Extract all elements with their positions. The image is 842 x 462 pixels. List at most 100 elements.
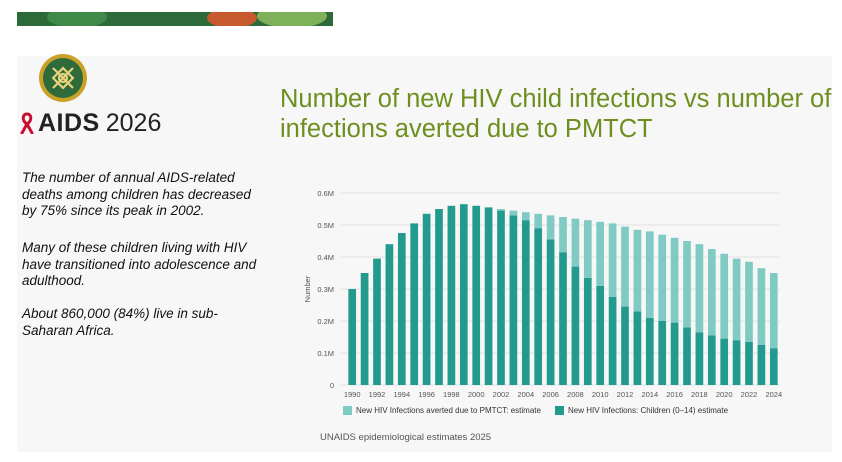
bar-infections (621, 306, 629, 385)
bar-infections (769, 348, 778, 385)
bar-infections (422, 213, 431, 385)
bar-averted (658, 234, 667, 321)
bar-infections (571, 266, 580, 385)
brand-text: AIDS (38, 108, 100, 137)
slide-title: Number of new HIV child infections vs nu… (280, 85, 832, 143)
bar-infections (410, 223, 419, 385)
bar-averted (509, 210, 518, 216)
bar-infections (583, 277, 592, 385)
brand-year: 2026 (105, 108, 162, 137)
bar-averted (596, 221, 605, 286)
source-note: UNAIDS epidemiological estimates 2025 (320, 432, 492, 443)
bar-averted (497, 209, 505, 211)
legend-item-infections: New HIV Infections: Children (0–14) esti… (554, 406, 729, 415)
bar-averted (621, 226, 629, 307)
paragraph-africa: About 860,000 (84%) live in sub-Saharan … (22, 306, 218, 338)
aids-2026-logo: AIDS 2026 (20, 108, 161, 138)
bar-infections (720, 338, 729, 385)
paragraph-transition: Many of these children living with HIV h… (22, 240, 257, 288)
bar-infections (385, 244, 394, 385)
bar-infections (373, 258, 381, 385)
bar-infections (472, 205, 481, 385)
bar-infections (683, 327, 691, 385)
bar-infections (497, 210, 505, 385)
bar-infections (397, 233, 406, 385)
bar-averted (683, 241, 691, 328)
bar-infections (670, 322, 679, 385)
x-tick-label: 2014 (641, 390, 658, 399)
x-tick-label: 2024 (765, 390, 782, 399)
x-tick-label: 1992 (369, 390, 386, 399)
x-tick-label: 2012 (617, 390, 634, 399)
legend-label-averted: New HIV Infections averted due to PMTCT:… (356, 406, 541, 415)
bar-infections (608, 297, 617, 385)
bar-infections (732, 340, 741, 385)
x-tick-label: 2008 (567, 390, 584, 399)
bar-infections (509, 215, 518, 385)
bar-infections (695, 332, 704, 385)
bar-averted (521, 212, 530, 221)
decorative-banner (17, 12, 333, 26)
y-tick-label: 0.6M (317, 189, 334, 198)
bar-averted (546, 215, 555, 240)
x-tick-label: 2000 (468, 390, 485, 399)
y-tick-label: 0 (330, 381, 334, 390)
paragraph-deaths: The number of annual AIDS-related deaths… (22, 170, 251, 218)
x-tick-label: 1990 (344, 390, 361, 399)
chart-legend: New HIV Infections averted due to PMTCT:… (343, 406, 742, 415)
legend-label-infections: New HIV Infections: Children (0–14) esti… (567, 406, 729, 415)
bar-averted (633, 229, 642, 312)
x-tick-label: 2002 (493, 390, 510, 399)
conference-emblem-icon (39, 54, 87, 102)
bar-infections (707, 335, 716, 385)
bar-averted (670, 237, 679, 323)
x-tick-label: 2006 (542, 390, 559, 399)
bar-infections (348, 289, 357, 385)
bar-infections (745, 341, 753, 385)
y-tick-label: 0.1M (317, 349, 334, 358)
bar-infections (360, 273, 369, 385)
bar-averted (534, 213, 543, 229)
bar-infections (459, 204, 468, 385)
bar-infections (757, 345, 766, 385)
bar-infections (484, 207, 493, 385)
y-axis-label: Number (303, 275, 312, 302)
bar-averted (745, 261, 753, 342)
legend-item-averted: New HIV Infections averted due to PMTCT:… (343, 406, 541, 415)
x-tick-label: 2004 (517, 390, 534, 399)
bar-averted (720, 253, 729, 339)
y-tick-label: 0.3M (317, 285, 334, 294)
x-tick-label: 1994 (393, 390, 410, 399)
red-ribbon-icon (20, 112, 34, 134)
y-tick-label: 0.2M (317, 317, 334, 326)
bar-averted (559, 217, 567, 253)
legend-swatch-averted (343, 406, 352, 415)
legend-swatch-infections (554, 406, 564, 415)
bar-averted (695, 244, 704, 333)
x-tick-label: 2020 (716, 390, 733, 399)
x-tick-label: 2010 (592, 390, 609, 399)
bar-infections (559, 252, 567, 385)
bar-averted (732, 258, 741, 341)
bar-chart: 0 0.1M 0.2M 0.3M 0.4M 0.5M 0.6M Number 1990 1992 1… (303, 189, 782, 399)
bar-infections (596, 285, 605, 385)
x-tick-label: 1996 (418, 390, 435, 399)
bar-infections (447, 205, 456, 385)
bar-averted (757, 268, 766, 345)
bar-infections (633, 311, 642, 385)
bar-infections (435, 209, 443, 385)
x-tick-label: 2018 (691, 390, 708, 399)
bar-averted (583, 220, 592, 278)
bar-averted (769, 273, 778, 349)
y-tick-label: 0.5M (317, 221, 334, 230)
bar-infections (534, 228, 543, 385)
x-tick-label: 2022 (741, 390, 758, 399)
bar-averted (645, 231, 654, 318)
y-tick-label: 0.4M (317, 253, 334, 262)
bar-infections (658, 321, 667, 385)
bar-infections (645, 317, 654, 385)
bar-averted (707, 249, 716, 336)
bar-averted (571, 218, 580, 267)
bar-averted (608, 223, 617, 297)
banner-shape (47, 12, 107, 26)
